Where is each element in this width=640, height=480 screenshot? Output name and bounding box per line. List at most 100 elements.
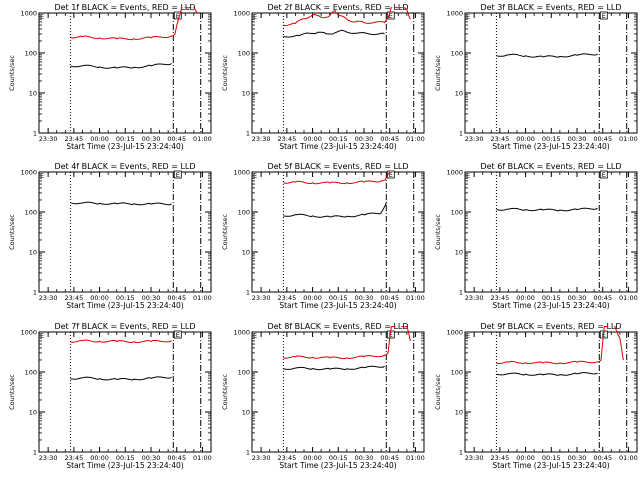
chart-panel: Det 7f BLACK = Events, RED = LLD 1 10 100 10… xyxy=(8,322,212,470)
event-label-box xyxy=(599,11,608,20)
event-label: E xyxy=(602,171,606,179)
lld-series-line xyxy=(70,339,172,344)
x-tick-label: 23:30 xyxy=(39,294,58,302)
x-tick-label: 00:15 xyxy=(542,294,561,302)
y-tick-label: 10 xyxy=(29,409,37,417)
chart-panel: Det 8f BLACK = Events, RED = LLD 1 10 100 10… xyxy=(221,322,425,470)
y-tick-label: 1000 xyxy=(20,329,37,337)
x-tick-label: 23:45 xyxy=(277,135,296,143)
x-tick-label: 23:45 xyxy=(277,294,296,302)
y-tick-label: 100 xyxy=(451,209,463,217)
x-tick-label: 23:30 xyxy=(252,454,271,462)
event-label: E xyxy=(40,13,44,21)
x-axis-label: Start Time (23-Jul-15 23:24:40) xyxy=(279,461,396,470)
x-tick-label: 00:45 xyxy=(167,454,186,462)
x-tick-label: 23:30 xyxy=(39,135,58,143)
plot-frame xyxy=(464,331,638,453)
event-label-box xyxy=(386,11,395,20)
events-series-line xyxy=(283,29,385,38)
y-tick-label: 100 xyxy=(238,209,250,217)
chart-title: Det 3f BLACK = Events, RED = LLD xyxy=(480,3,621,12)
event-label: E xyxy=(176,12,180,20)
x-tick-label: 00:45 xyxy=(593,294,612,302)
event-label: E xyxy=(466,13,470,21)
x-tick-label: 00:15 xyxy=(116,135,135,143)
event-label: E xyxy=(602,12,606,20)
x-tick-label: 00:00 xyxy=(90,135,109,143)
x-tick-label: 23:45 xyxy=(490,454,509,462)
y-tick-label: 10 xyxy=(29,90,37,98)
x-axis-label: Start Time (23-Jul-15 23:24:40) xyxy=(66,301,183,310)
x-axis-label: Start Time (23-Jul-15 23:24:40) xyxy=(492,301,609,310)
y-axis-label: Counts/sec xyxy=(8,374,16,410)
y-tick-label: 1 xyxy=(246,449,250,457)
x-tick-label: 23:30 xyxy=(465,135,484,143)
chart-panel: Det 9f BLACK = Events, RED = LLD 1 10 100 10… xyxy=(434,322,638,470)
events-series-line xyxy=(283,202,387,218)
y-tick-label: 1 xyxy=(459,449,463,457)
y-tick-label: 100 xyxy=(451,369,463,377)
y-tick-label: 100 xyxy=(238,369,250,377)
event-label: E xyxy=(176,171,180,179)
x-tick-label: 23:30 xyxy=(465,294,484,302)
event-label: E xyxy=(176,331,180,339)
x-tick-label: 23:45 xyxy=(277,454,296,462)
y-tick-label: 10 xyxy=(455,409,463,417)
y-axis-label: Counts/sec xyxy=(434,55,442,91)
y-axis-label: Counts/sec xyxy=(8,55,16,91)
event-label-box xyxy=(173,170,182,179)
event-label-box xyxy=(173,330,182,339)
plot-frame xyxy=(38,12,212,134)
x-tick-label: 23:45 xyxy=(64,294,83,302)
x-tick-label: 00:45 xyxy=(593,135,612,143)
chart-panel: Det 3f BLACK = Events, RED = LLD 1 10 100 10… xyxy=(434,3,638,151)
x-tick-label: 01:00 xyxy=(619,294,638,302)
x-tick-label: 00:00 xyxy=(516,294,535,302)
x-axis-label: Start Time (23-Jul-15 23:24:40) xyxy=(492,142,609,151)
event-label-box xyxy=(386,170,395,179)
y-axis-label: Counts/sec xyxy=(221,55,229,91)
event-label: E xyxy=(40,332,44,340)
chart-panel: Det 5f BLACK = Events, RED = LLD 1 10 100 10… xyxy=(221,162,425,310)
y-tick-label: 1000 xyxy=(446,329,463,337)
x-tick-label: 23:45 xyxy=(490,135,509,143)
x-tick-label: 00:30 xyxy=(142,135,161,143)
x-tick-label: 00:30 xyxy=(355,454,374,462)
x-axis-label: Start Time (23-Jul-15 23:24:40) xyxy=(279,301,396,310)
chart-title: Det 2f BLACK = Events, RED = LLD xyxy=(267,3,408,12)
x-tick-label: 00:15 xyxy=(116,454,135,462)
event-label-box xyxy=(173,11,182,20)
x-tick-label: 00:15 xyxy=(329,454,348,462)
series-group xyxy=(70,7,198,69)
x-tick-label: 01:00 xyxy=(193,135,212,143)
y-tick-label: 1000 xyxy=(233,169,250,177)
x-tick-label: 00:00 xyxy=(303,454,322,462)
y-tick-label: 100 xyxy=(25,369,37,377)
x-tick-label: 00:30 xyxy=(568,294,587,302)
event-label: E xyxy=(389,171,393,179)
series-group xyxy=(70,201,172,206)
plot-frame xyxy=(38,331,212,453)
chart-title: Det 4f BLACK = Events, RED = LLD xyxy=(54,162,195,171)
events-series-line xyxy=(496,372,598,376)
event-label: E xyxy=(253,13,257,21)
y-tick-label: 1000 xyxy=(233,329,250,337)
event-label: E xyxy=(253,172,257,180)
x-tick-label: 00:15 xyxy=(116,294,135,302)
series-group xyxy=(496,207,598,212)
y-tick-label: 1000 xyxy=(20,169,37,177)
chart-panel: Det 4f BLACK = Events, RED = LLD 1 10 100 10… xyxy=(8,162,212,310)
chart-title: Det 9f BLACK = Events, RED = LLD xyxy=(480,322,621,331)
series-group xyxy=(283,171,391,218)
series-group xyxy=(496,326,624,376)
series-group xyxy=(496,53,598,58)
event-label: E xyxy=(40,172,44,180)
x-tick-label: 23:45 xyxy=(490,294,509,302)
y-axis-label: Counts/sec xyxy=(434,374,442,410)
events-series-line xyxy=(70,62,172,69)
series-group xyxy=(70,339,172,381)
x-tick-label: 00:30 xyxy=(142,294,161,302)
x-tick-label: 00:45 xyxy=(380,454,399,462)
plot-frame xyxy=(464,12,638,134)
y-tick-label: 1 xyxy=(33,289,37,297)
